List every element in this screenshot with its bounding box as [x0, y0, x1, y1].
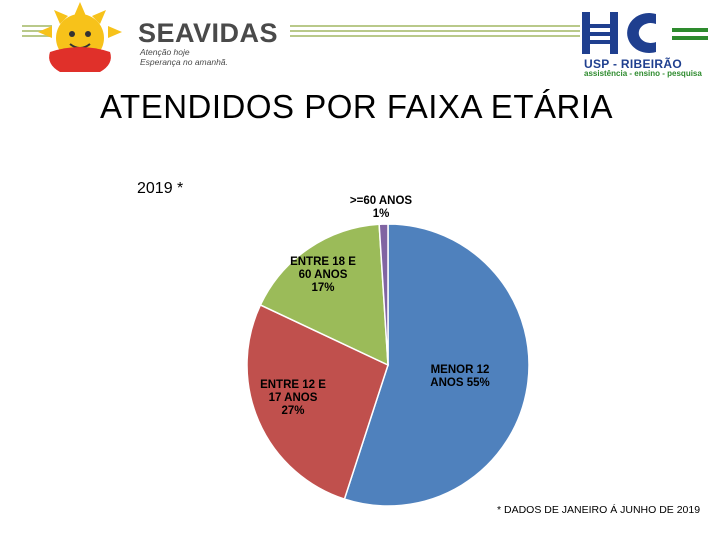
brand-tagline-1: Atenção hoje — [140, 47, 190, 57]
stripes-decoration — [290, 25, 580, 37]
stripes-decoration — [22, 25, 52, 37]
slice-label-2: ENTRE 12 E 17 ANOS 27% — [260, 379, 326, 417]
hc-logo-icon — [582, 12, 708, 54]
pie-slice-2 — [246, 303, 389, 501]
brand-tagline-2: Esperança no amanhã. — [140, 57, 228, 67]
institution-line-2: assistência - ensino - pesquisa — [584, 69, 702, 78]
slice-label-3: ENTRE 18 E 60 ANOS 17% — [290, 256, 356, 294]
pie-slice-4 — [378, 223, 389, 366]
institution-line-1: USP - RIBEIRÃO — [584, 57, 682, 71]
chart-subtitle: 2019 * — [137, 180, 184, 197]
brand-name: SEAVIDAS — [138, 18, 279, 48]
pie-slice-3 — [259, 223, 389, 367]
header: SEAVIDAS Atenção hoje Esperança no amanh… — [0, 0, 720, 85]
sun-logo-icon — [38, 2, 122, 72]
slice-label-4: >=60 ANOS 1% — [350, 195, 413, 220]
footnote: * DADOS DE JANEIRO Á JUNHO DE 2019 — [497, 504, 701, 516]
pie-slice-1 — [343, 223, 530, 507]
page-title: ATENDIDOS POR FAIXA ETÁRIA — [100, 88, 613, 125]
slice-label-1: MENOR 12 ANOS 55% — [430, 364, 489, 389]
